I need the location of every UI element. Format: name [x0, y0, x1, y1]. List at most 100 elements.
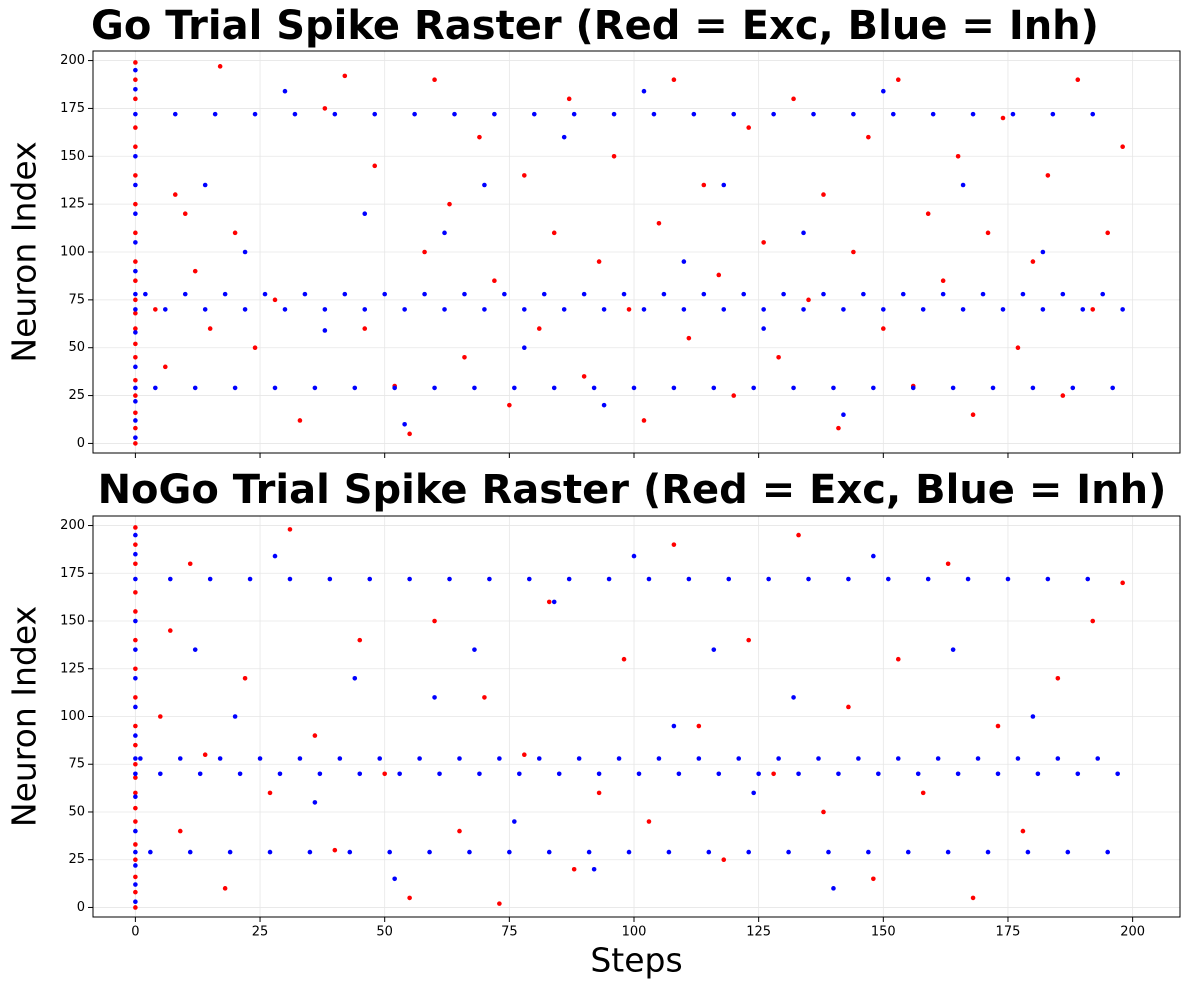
spike	[1000, 115, 1006, 121]
y-tick-label: 100	[60, 709, 85, 724]
spike	[133, 609, 138, 614]
spike	[726, 576, 732, 582]
spike	[686, 335, 692, 341]
spike	[886, 576, 891, 582]
spike	[192, 647, 198, 652]
spike	[362, 326, 368, 331]
spike	[985, 849, 991, 855]
spike	[940, 278, 946, 284]
spike	[133, 756, 138, 761]
spike	[133, 67, 138, 73]
spike	[133, 111, 138, 117]
spike	[133, 551, 138, 557]
spike	[985, 230, 991, 236]
x-tick-label: 75	[501, 925, 518, 940]
spike	[482, 695, 487, 700]
spike	[432, 77, 437, 83]
spike	[1105, 849, 1110, 855]
spike	[611, 111, 617, 117]
spike	[905, 849, 911, 855]
spike	[163, 364, 168, 370]
spike	[133, 307, 138, 312]
spike	[158, 714, 163, 719]
spike	[955, 153, 961, 159]
spike	[143, 291, 148, 297]
spike	[761, 240, 766, 245]
spike	[831, 385, 836, 391]
spike	[1095, 756, 1101, 761]
spike	[1075, 771, 1081, 777]
spike	[1115, 771, 1120, 777]
spike	[257, 756, 263, 761]
spike	[791, 695, 796, 700]
spike	[442, 230, 447, 236]
spike	[781, 291, 786, 297]
spike	[133, 805, 138, 811]
spike	[841, 412, 846, 418]
spike	[541, 291, 547, 297]
spike	[821, 809, 826, 815]
spike	[1010, 111, 1016, 117]
spike	[133, 240, 138, 245]
spike	[332, 111, 338, 117]
spike	[133, 377, 138, 383]
spike	[1075, 77, 1081, 83]
spike	[970, 111, 976, 117]
spike	[347, 849, 353, 855]
y-tick-label: 175	[60, 101, 85, 116]
spike	[138, 756, 143, 761]
spike	[576, 756, 582, 761]
spike	[352, 676, 358, 681]
spike	[811, 111, 816, 117]
spike	[970, 412, 976, 418]
spike	[741, 291, 747, 297]
spike	[457, 828, 462, 834]
spike	[596, 790, 602, 796]
spike	[272, 553, 278, 559]
spike	[232, 714, 238, 719]
y-tick-label: 0	[77, 900, 85, 915]
spike	[925, 211, 931, 217]
spike	[1090, 111, 1096, 117]
spike	[731, 393, 737, 398]
spike	[801, 307, 806, 312]
spike	[756, 771, 761, 777]
spike	[222, 886, 228, 891]
spike	[671, 542, 677, 547]
spike	[975, 756, 981, 761]
spike	[482, 307, 487, 312]
spike	[502, 291, 507, 297]
y-tick-label: 150	[60, 149, 85, 164]
spike	[821, 192, 826, 197]
spike	[995, 723, 1001, 729]
spike	[482, 182, 487, 188]
x-tick-label: 175	[996, 925, 1021, 940]
spike	[133, 882, 138, 887]
x-tick-label: 100	[622, 925, 647, 940]
spike	[930, 111, 936, 117]
spike	[322, 328, 328, 333]
spike	[526, 576, 532, 582]
spike	[621, 291, 627, 297]
spike	[806, 576, 811, 582]
spike	[621, 656, 627, 662]
spike	[312, 385, 318, 391]
spike	[133, 794, 138, 799]
y-axis-label: Neuron Index	[5, 141, 44, 362]
spike	[616, 756, 622, 761]
spike	[706, 849, 712, 855]
spike	[566, 96, 572, 102]
spike	[881, 88, 886, 94]
spike	[920, 790, 926, 796]
spike	[133, 330, 138, 335]
spike	[522, 345, 527, 351]
spike	[217, 756, 223, 761]
spike	[1020, 828, 1026, 834]
spike	[960, 182, 966, 188]
spike	[831, 886, 836, 891]
spike	[407, 895, 412, 901]
spike	[651, 111, 657, 117]
spike	[851, 249, 856, 255]
spike	[641, 88, 647, 94]
spike	[696, 756, 702, 761]
